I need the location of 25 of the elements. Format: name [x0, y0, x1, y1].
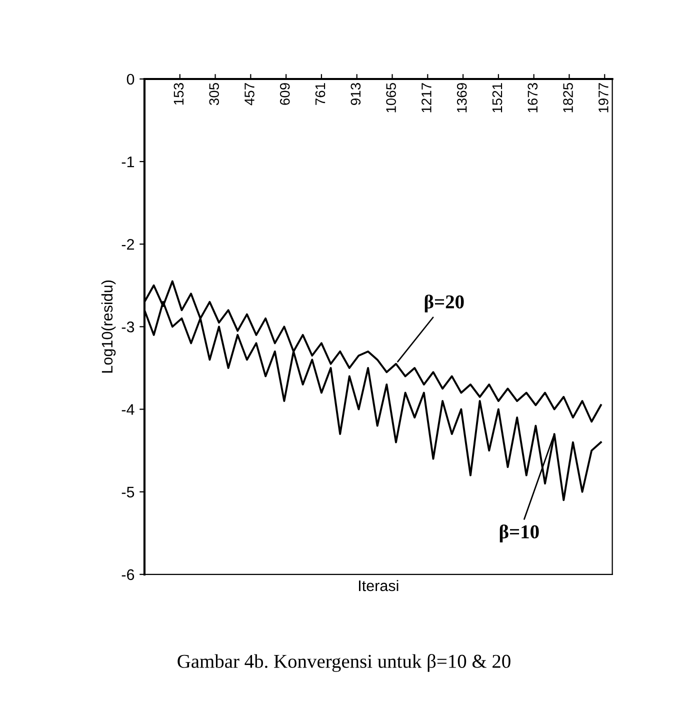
x-tick-label: 1369 [456, 83, 467, 112]
y-tick-label: -5 [122, 486, 134, 498]
annotation: β=20 [424, 294, 464, 312]
annotation: β=10 [500, 524, 539, 542]
y-tick-label: -6 [122, 569, 134, 580]
x-tick-label: 457 [244, 83, 254, 106]
y-tick-label: -2 [122, 238, 134, 250]
y-tick-label: -4 [122, 404, 134, 415]
y-tick-label: 0 [126, 74, 134, 85]
x-tick-label: 761 [315, 83, 326, 105]
x-tick-label: 1217 [422, 83, 432, 112]
y-axis-title: Log10(residu) [101, 280, 116, 373]
x-tick-label: 1825 [563, 83, 573, 112]
x-tick-label: 609 [280, 83, 290, 105]
x-tick-label: 1977 [598, 83, 608, 112]
text: Gambar 4b. Konvergensi untuk β=10 & 20 [178, 654, 510, 672]
x-tick-label: 1065 [386, 83, 396, 112]
x-tick-label: 1673 [528, 83, 538, 112]
x-tick-label: 913 [350, 83, 361, 105]
x-tick-label: 153 [174, 83, 184, 105]
y-tick-label: -3 [122, 322, 134, 332]
x-tick-label: 1521 [492, 83, 502, 112]
x-axis-title: Iterasi [359, 580, 398, 592]
x-tick-label: 305 [209, 83, 219, 106]
y-tick-label: -1 [122, 156, 134, 168]
